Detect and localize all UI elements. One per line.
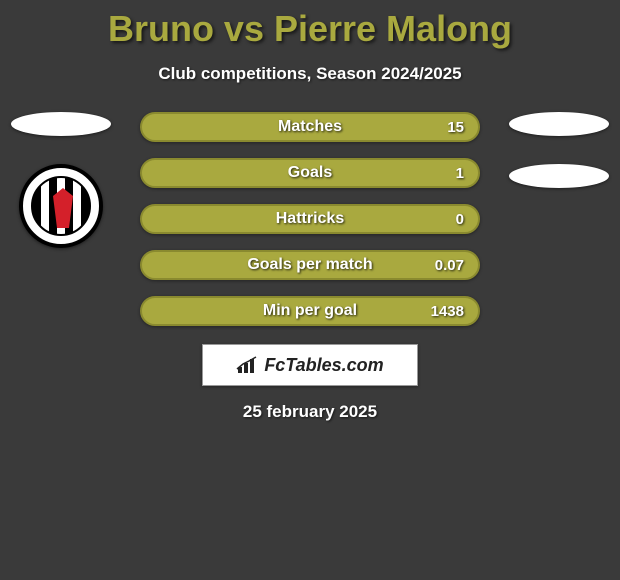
stat-value: 0.07 bbox=[435, 257, 464, 274]
stats-bars: Matches 15 Goals 1 Hattricks 0 Goals per… bbox=[140, 112, 480, 326]
brand-watermark: FcTables.com bbox=[202, 344, 418, 386]
stat-value: 1438 bbox=[431, 303, 464, 320]
stat-label: Goals bbox=[288, 164, 332, 182]
date-label: 25 february 2025 bbox=[0, 402, 620, 422]
stat-label: Matches bbox=[278, 118, 342, 136]
right-player-column bbox=[504, 112, 614, 188]
al-jazira-club-icon bbox=[31, 176, 91, 236]
stat-label: Goals per match bbox=[247, 256, 372, 274]
page-title: Bruno vs Pierre Malong bbox=[0, 0, 620, 50]
bar-chart-icon bbox=[236, 355, 260, 375]
brand-text: FcTables.com bbox=[264, 355, 383, 376]
left-player-column bbox=[6, 112, 116, 248]
stat-bar-goals: Goals 1 bbox=[140, 158, 480, 188]
player-avatar-placeholder bbox=[509, 112, 609, 136]
stat-bar-min-per-goal: Min per goal 1438 bbox=[140, 296, 480, 326]
stat-bar-goals-per-match: Goals per match 0.07 bbox=[140, 250, 480, 280]
stat-label: Min per goal bbox=[263, 302, 357, 320]
stat-bar-matches: Matches 15 bbox=[140, 112, 480, 142]
stat-bar-hattricks: Hattricks 0 bbox=[140, 204, 480, 234]
stat-value: 0 bbox=[456, 211, 464, 228]
club-badge-left bbox=[19, 164, 103, 248]
stat-label: Hattricks bbox=[276, 210, 344, 228]
subtitle: Club competitions, Season 2024/2025 bbox=[0, 64, 620, 84]
player-avatar-placeholder bbox=[11, 112, 111, 136]
stat-value: 15 bbox=[447, 119, 464, 136]
club-badge-placeholder bbox=[509, 164, 609, 188]
stat-value: 1 bbox=[456, 165, 464, 182]
comparison-content: Matches 15 Goals 1 Hattricks 0 Goals per… bbox=[0, 112, 620, 422]
